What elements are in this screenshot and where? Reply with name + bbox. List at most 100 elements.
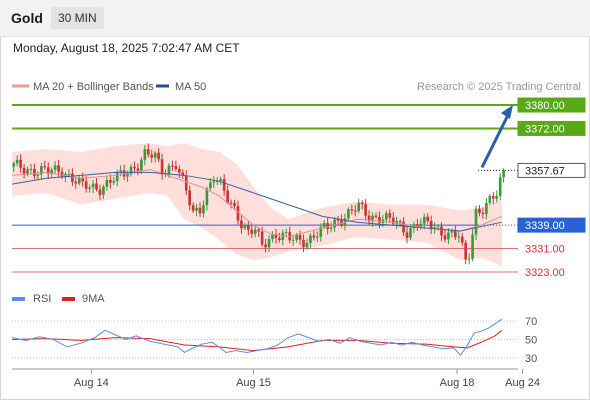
candle bbox=[95, 183, 98, 190]
candle bbox=[126, 174, 129, 177]
candle bbox=[454, 230, 457, 238]
candle bbox=[53, 165, 57, 170]
x-tick-label: Aug 15 bbox=[236, 377, 271, 389]
candle bbox=[240, 220, 243, 229]
candle bbox=[143, 149, 147, 160]
rsi-ma-legend-label: 9MA bbox=[82, 293, 105, 305]
candle bbox=[22, 167, 26, 174]
candle bbox=[157, 152, 160, 160]
candle bbox=[333, 219, 336, 228]
header-bar: Gold 30 MIN bbox=[0, 0, 590, 37]
candle bbox=[215, 180, 219, 182]
rsi-ma-legend-swatch bbox=[62, 297, 75, 301]
candle bbox=[278, 238, 281, 241]
x-tick-label: Aug 18 bbox=[440, 377, 475, 389]
candle bbox=[433, 227, 436, 230]
bb-legend-label: MA 20 + Bollinger Bands bbox=[33, 81, 154, 93]
candle bbox=[202, 205, 205, 214]
candle bbox=[309, 235, 312, 244]
pivot-price-label: 3339.00 bbox=[525, 220, 565, 232]
candle bbox=[150, 154, 154, 158]
last-price-label: 3357.67 bbox=[525, 165, 565, 177]
candle bbox=[443, 235, 447, 240]
rsi-legend-label: RSI bbox=[33, 293, 51, 305]
candle bbox=[19, 159, 22, 168]
candle bbox=[140, 159, 143, 171]
candle bbox=[385, 213, 388, 220]
candle bbox=[57, 165, 60, 172]
candle bbox=[178, 168, 181, 173]
candle bbox=[88, 187, 91, 189]
candle bbox=[416, 224, 419, 227]
x-tick-label: Aug 24 bbox=[505, 377, 540, 389]
rsi-legend-swatch bbox=[12, 297, 25, 301]
candle bbox=[98, 189, 102, 195]
candle bbox=[102, 186, 105, 195]
candle bbox=[371, 215, 374, 222]
candle bbox=[440, 226, 443, 236]
candle bbox=[136, 168, 140, 171]
candle bbox=[191, 205, 195, 211]
candle bbox=[460, 236, 464, 243]
candle bbox=[267, 239, 271, 248]
candle bbox=[374, 215, 378, 217]
candle bbox=[40, 166, 43, 175]
candle bbox=[257, 229, 260, 232]
candle bbox=[357, 202, 361, 212]
candle bbox=[319, 226, 323, 237]
candle bbox=[26, 169, 29, 174]
candle bbox=[391, 217, 395, 224]
candle bbox=[450, 230, 454, 233]
candle bbox=[153, 152, 157, 158]
candle bbox=[409, 228, 412, 238]
candle bbox=[274, 234, 278, 239]
rsi-tick-label: 70 bbox=[525, 316, 537, 328]
candle bbox=[343, 218, 347, 225]
candle bbox=[188, 190, 191, 206]
candle bbox=[367, 215, 371, 222]
forecast-arrow bbox=[480, 114, 510, 169]
candle bbox=[236, 206, 240, 221]
candle bbox=[253, 229, 257, 234]
timeframe-button[interactable]: 30 MIN bbox=[51, 7, 104, 29]
candle bbox=[302, 239, 305, 248]
rsi-ma-line bbox=[11, 329, 503, 352]
candle bbox=[488, 196, 492, 203]
candle bbox=[250, 229, 254, 234]
candle bbox=[105, 179, 109, 187]
candle bbox=[388, 213, 392, 218]
candle bbox=[219, 179, 223, 181]
candle bbox=[502, 170, 505, 178]
candle bbox=[284, 232, 288, 234]
candle bbox=[74, 181, 78, 184]
candle bbox=[171, 165, 174, 167]
candle bbox=[322, 223, 326, 227]
candle bbox=[112, 181, 116, 183]
candle bbox=[50, 169, 53, 174]
candle bbox=[364, 204, 367, 216]
candle bbox=[12, 163, 16, 167]
pivot-price-tag bbox=[517, 217, 586, 233]
candle bbox=[109, 179, 112, 183]
candle bbox=[340, 220, 343, 225]
symbol-title: Gold bbox=[11, 10, 43, 26]
candle bbox=[436, 226, 440, 228]
resistance-price-tag bbox=[517, 97, 586, 113]
candle bbox=[326, 223, 329, 230]
x-tick-label: Aug 14 bbox=[74, 377, 109, 389]
candle bbox=[81, 177, 85, 182]
candle bbox=[84, 181, 88, 189]
candle bbox=[209, 182, 212, 189]
candle bbox=[29, 168, 33, 170]
rsi-line bbox=[11, 318, 503, 357]
candle bbox=[226, 190, 229, 203]
rsi-tick-label: 50 bbox=[525, 335, 537, 347]
candle bbox=[495, 195, 499, 199]
candle bbox=[422, 216, 426, 224]
candle bbox=[464, 242, 467, 260]
resistance-price-tag bbox=[517, 120, 586, 136]
candle bbox=[312, 235, 316, 238]
forecast-arrowhead bbox=[501, 105, 513, 119]
candle bbox=[474, 208, 478, 235]
